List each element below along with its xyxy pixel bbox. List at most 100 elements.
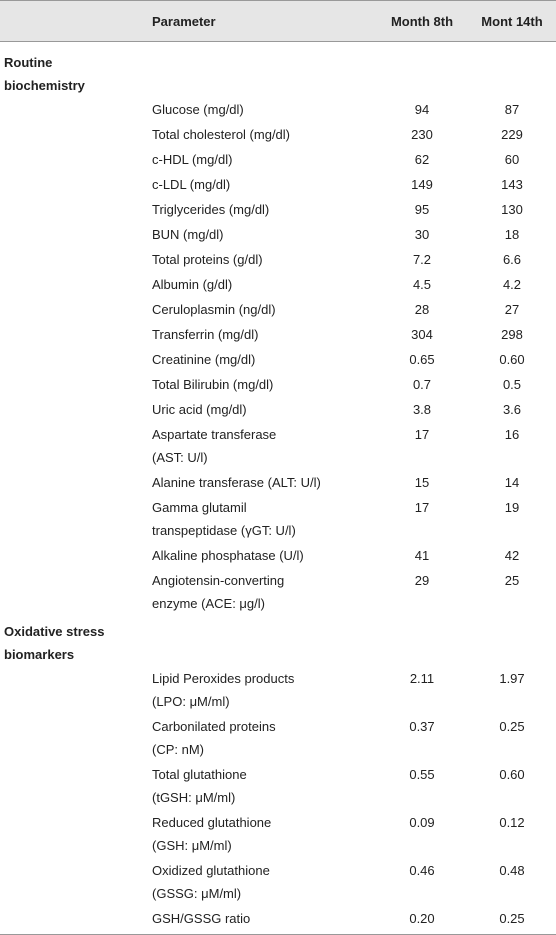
parameter-line: Gamma glutamil	[152, 500, 247, 515]
table-row: Triglycerides (mg/dl) 95 130	[0, 197, 556, 222]
parameter-line: (LPO: μM/ml)	[152, 694, 230, 709]
table-row: Ceruloplasmin (ng/dl) 28 27	[0, 297, 556, 322]
parameter-line: Angiotensin-converting	[152, 573, 285, 588]
value-cell: 0.5	[502, 377, 522, 392]
value-cell: 17	[414, 500, 430, 515]
parameter-cell: Gamma glutamil transpeptidase (γGT: U/l)	[149, 495, 376, 543]
parameter-cell: GSH/GSSG ratio	[149, 906, 376, 935]
parameter-line: Total proteins (g/dl)	[152, 252, 263, 267]
value-cell: 4.2	[502, 277, 522, 292]
value-cell: 14	[504, 475, 520, 490]
parameter-cell: Total glutathione (tGSH: μM/ml)	[149, 762, 376, 810]
value-cell: 0.37	[409, 719, 435, 734]
value-cell: 4.5	[412, 277, 432, 292]
value-cell: 0.46	[409, 863, 435, 878]
parameter-line: Ceruloplasmin (ng/dl)	[152, 302, 276, 317]
value-cell: 1.97	[499, 671, 525, 686]
empty-cell	[0, 422, 149, 470]
table-row: Carbonilated proteins (CP: nM) 0.37 0.25	[0, 714, 556, 762]
table-row: Total Bilirubin (mg/dl) 0.7 0.5	[0, 372, 556, 397]
empty-cell	[0, 347, 149, 372]
table-row: c-LDL (mg/dl) 149 143	[0, 172, 556, 197]
parameter-line: Creatinine (mg/dl)	[152, 352, 256, 367]
value-cell: 19	[504, 500, 520, 515]
value-cell: 41	[414, 548, 430, 563]
table-row: Total glutathione (tGSH: μM/ml) 0.55 0.60	[0, 762, 556, 810]
table-header: Parameter Month 8th Mont 14th	[0, 0, 556, 42]
parameter-cell: Total cholesterol (mg/dl)	[149, 122, 376, 147]
parameter-cell: Oxidized glutathione (GSSG: μM/ml)	[149, 858, 376, 906]
empty-cell	[0, 397, 149, 422]
parameter-line: Glucose (mg/dl)	[152, 102, 244, 117]
empty-cell	[0, 568, 149, 616]
value-cell: 0.48	[499, 863, 525, 878]
table-row: Glucose (mg/dl) 94 87	[0, 97, 556, 122]
empty-cell	[0, 762, 149, 810]
parameter-line: Aspartate transferase	[152, 427, 277, 442]
empty-cell	[0, 495, 149, 543]
table-row: Uric acid (mg/dl) 3.8 3.6	[0, 397, 556, 422]
parameter-line: c-HDL (mg/dl)	[152, 152, 233, 167]
parameter-cell: Uric acid (mg/dl)	[149, 397, 376, 422]
header-cell: Parameter	[152, 13, 216, 29]
parameter-line: Total glutathione	[152, 767, 247, 782]
value-cell: 298	[501, 327, 523, 342]
parameter-cell: c-LDL (mg/dl)	[149, 172, 376, 197]
parameter-line: Triglycerides (mg/dl)	[152, 202, 270, 217]
parameter-line: Total Bilirubin (mg/dl)	[152, 377, 274, 392]
parameter-cell: Glucose (mg/dl)	[149, 97, 376, 122]
parameter-line: transpeptidase (γGT: U/l)	[152, 523, 296, 538]
value-cell: 25	[504, 573, 520, 588]
value-cell: 17	[414, 427, 430, 442]
table-body: Routine biochemistry Glucose (mg/dl) 94 87 To…	[0, 42, 556, 935]
parameter-line: Alkaline phosphatase (U/l)	[152, 548, 304, 563]
value-cell: 230	[411, 127, 433, 142]
empty-cell	[0, 906, 149, 935]
value-cell: 30	[414, 227, 430, 242]
table-row: Creatinine (mg/dl) 0.65 0.60	[0, 347, 556, 372]
parameter-line: GSH/GSSG ratio	[152, 911, 251, 926]
section-title-line: biomarkers	[4, 647, 75, 662]
value-cell: 3.8	[412, 402, 432, 417]
parameter-cell: Triglycerides (mg/dl)	[149, 197, 376, 222]
parameter-line: (GSH: μM/ml)	[152, 838, 232, 853]
parameter-cell: Ceruloplasmin (ng/dl)	[149, 297, 376, 322]
parameter-line: c-LDL (mg/dl)	[152, 177, 231, 192]
table-row: BUN (mg/dl) 30 18	[0, 222, 556, 247]
parameter-line: Reduced glutathione	[152, 815, 272, 830]
empty-cell	[0, 297, 149, 322]
table-row: Albumin (g/dl) 4.5 4.2	[0, 272, 556, 297]
value-cell: 60	[504, 152, 520, 167]
parameter-line: Lipid Peroxides products	[152, 671, 295, 686]
value-cell: 304	[411, 327, 433, 342]
value-cell: 27	[504, 302, 520, 317]
parameter-line: (tGSH: μM/ml)	[152, 790, 236, 805]
value-cell: 0.09	[409, 815, 435, 830]
value-cell: 0.12	[499, 815, 525, 830]
empty-cell	[0, 172, 149, 197]
value-cell: 16	[504, 427, 520, 442]
parameter-cell: Carbonilated proteins (CP: nM)	[149, 714, 376, 762]
value-cell: 143	[501, 177, 523, 192]
parameter-cell: Total Bilirubin (mg/dl)	[149, 372, 376, 397]
parameter-cell: BUN (mg/dl)	[149, 222, 376, 247]
parameter-cell: Reduced glutathione (GSH: μM/ml)	[149, 810, 376, 858]
parameter-line: (AST: U/l)	[152, 450, 208, 465]
table-row: Alkaline phosphatase (U/l) 41 42	[0, 543, 556, 568]
empty-cell	[0, 858, 149, 906]
value-cell: 62	[414, 152, 430, 167]
empty-cell	[0, 543, 149, 568]
table-row: GSH/GSSG ratio 0.20 0.25	[0, 906, 556, 935]
table-row: c-HDL (mg/dl) 62 60	[0, 147, 556, 172]
value-cell: 0.55	[409, 767, 435, 782]
table-row: Reduced glutathione (GSH: μM/ml) 0.09 0.12	[0, 810, 556, 858]
empty-cell	[0, 272, 149, 297]
value-cell: 0.60	[499, 767, 525, 782]
parameter-cell: Lipid Peroxides products (LPO: μM/ml)	[149, 666, 376, 714]
section-row: Oxidative stress biomarkers	[0, 616, 556, 666]
table-row: Aspartate transferase (AST: U/l) 17 16	[0, 422, 556, 470]
value-cell: 0.20	[409, 911, 435, 926]
parameter-line: Carbonilated proteins	[152, 719, 276, 734]
empty-cell	[0, 714, 149, 762]
header-cell: Mont 14th	[481, 13, 543, 29]
